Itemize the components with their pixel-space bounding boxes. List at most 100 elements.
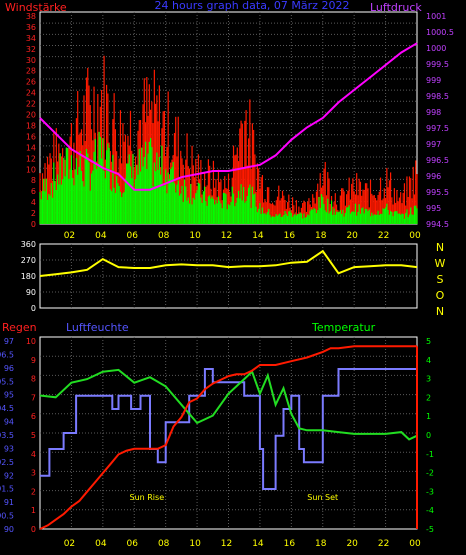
x-tick-label: 20 bbox=[346, 539, 358, 549]
direction-degree-label: 180 bbox=[21, 272, 36, 281]
x-tick-label: 06 bbox=[127, 231, 139, 241]
y-tick-label: -4 bbox=[426, 506, 434, 515]
y-tick-label: 7 bbox=[31, 393, 36, 402]
y-tick-label: 1 bbox=[426, 412, 431, 421]
y-tick-label: 1000.5 bbox=[426, 28, 454, 37]
x-tick-label: 02 bbox=[64, 539, 75, 549]
y-tick-label: 90 bbox=[4, 525, 14, 534]
wind-strength-title: Windstärke bbox=[5, 1, 67, 14]
y-tick-label: -3 bbox=[426, 487, 434, 496]
y-tick-label: 22 bbox=[26, 100, 36, 109]
y-tick-label: 997 bbox=[426, 140, 441, 149]
y-tick-label: 10 bbox=[26, 165, 36, 174]
y-tick-label: 8 bbox=[31, 176, 36, 185]
pressure-ticks: 1001 1000.5 1000 999.5 999 998.5 998 997.5 997 99… bbox=[426, 12, 454, 229]
y-tick-label: 996 bbox=[426, 172, 441, 181]
temperature-ticks: 5 4 3 2 1 0 -1 -2 -3 -4 -5 bbox=[426, 337, 434, 534]
y-tick-label: 0 bbox=[426, 431, 431, 440]
y-tick-label: 9 bbox=[31, 356, 36, 365]
y-tick-label: 34 bbox=[26, 34, 36, 43]
y-tick-label: 2 bbox=[31, 487, 36, 496]
y-tick-label: 96 bbox=[4, 364, 14, 373]
y-tick-label: 1 bbox=[31, 506, 36, 515]
y-tick-label: 2 bbox=[31, 209, 36, 218]
x-tick-label: 18 bbox=[315, 231, 327, 241]
y-tick-label: 95.5 bbox=[0, 377, 14, 386]
compass-label: S bbox=[437, 273, 444, 286]
humidity-series bbox=[40, 368, 417, 490]
wind-pressure-x-ticks: 02 04 06 08 10 12 14 16 18 20 22 00 bbox=[64, 231, 421, 241]
y-tick-label: 6 bbox=[31, 187, 36, 196]
y-tick-label: -5 bbox=[426, 525, 434, 534]
temperature-label: Temperatur bbox=[311, 321, 376, 334]
x-tick-label: 10 bbox=[189, 231, 201, 241]
y-tick-label: 12 bbox=[26, 154, 36, 163]
y-tick-label: 26 bbox=[26, 78, 36, 87]
wind-pressure-grid bbox=[40, 12, 417, 224]
y-tick-label: 0 bbox=[31, 525, 36, 534]
x-tick-label: 02 bbox=[64, 231, 75, 241]
direction-degree-label: 0 bbox=[31, 304, 36, 313]
direction-degree-label: 90 bbox=[26, 288, 36, 297]
x-tick-label: 08 bbox=[158, 231, 170, 241]
y-tick-label: 93 bbox=[4, 444, 14, 453]
y-tick-label: 2 bbox=[426, 393, 431, 402]
air-pressure-title: Luftdruck bbox=[370, 1, 422, 14]
y-tick-label: 10 bbox=[26, 337, 36, 346]
chart-title: 24 hours graph data, 07 März 2022 bbox=[155, 0, 350, 12]
y-tick-label: 998 bbox=[426, 108, 441, 117]
y-tick-label: 5 bbox=[31, 431, 36, 440]
y-tick-label: 20 bbox=[26, 111, 36, 120]
y-tick-label: 1001 bbox=[426, 12, 446, 21]
y-tick-label: 96.5 bbox=[0, 350, 14, 359]
compass-label: N bbox=[436, 305, 444, 318]
y-tick-label: 8 bbox=[31, 375, 36, 384]
y-tick-label: 90.5 bbox=[0, 512, 14, 521]
x-tick-label: 12 bbox=[221, 231, 232, 241]
y-tick-label: 4 bbox=[426, 356, 431, 365]
rain-line bbox=[39, 345, 417, 530]
humidity-ticks: 97 96.5 96 95.5 95 94.5 94 93.5 93 92.5 92 91.5 91 90… bbox=[0, 337, 14, 534]
x-tick-label: 04 bbox=[95, 231, 107, 241]
y-tick-label: 93.5 bbox=[0, 431, 14, 440]
y-tick-label: 4 bbox=[31, 198, 36, 207]
y-tick-label: 3 bbox=[426, 375, 431, 384]
sun-annotations: Sun Rise Sun Set bbox=[129, 493, 338, 502]
compass-label: W bbox=[435, 257, 446, 270]
x-tick-label: 06 bbox=[127, 539, 139, 549]
y-tick-label: 998.5 bbox=[426, 92, 449, 101]
y-tick-label: 18 bbox=[26, 121, 36, 130]
y-tick-label: 997.5 bbox=[426, 124, 449, 133]
x-tick-label: 14 bbox=[252, 539, 264, 549]
rain-humidity-temp-x-ticks: 02 04 06 08 10 12 14 16 18 20 22 00 bbox=[64, 539, 421, 549]
direction-degree-label: 270 bbox=[21, 256, 36, 265]
y-tick-label: 91.5 bbox=[0, 485, 14, 494]
y-tick-label: 999.5 bbox=[426, 60, 449, 69]
pressure-series bbox=[39, 42, 418, 191]
y-tick-label: 16 bbox=[26, 132, 36, 141]
temperature-line bbox=[39, 368, 418, 441]
wind-direction-degree-ticks: 360 270 180 90 0 bbox=[21, 240, 36, 313]
x-tick-label: 00 bbox=[409, 231, 421, 241]
y-tick-label: 28 bbox=[26, 67, 36, 76]
x-tick-label: 16 bbox=[284, 231, 296, 241]
y-tick-label: 5 bbox=[426, 337, 431, 346]
y-tick-label: 94 bbox=[4, 418, 14, 427]
y-tick-label: 24 bbox=[26, 89, 36, 98]
y-tick-label: -1 bbox=[426, 450, 434, 459]
x-tick-label: 22 bbox=[378, 231, 389, 241]
x-tick-label: 14 bbox=[252, 231, 264, 241]
y-tick-label: 14 bbox=[26, 143, 36, 152]
compass-label: O bbox=[436, 289, 445, 302]
y-tick-label: 92.5 bbox=[0, 458, 14, 467]
y-tick-label: 996.5 bbox=[426, 156, 449, 165]
y-tick-label: 995 bbox=[426, 204, 441, 213]
pressure-line bbox=[39, 42, 418, 191]
y-tick-label: 999 bbox=[426, 76, 441, 85]
x-tick-label: 00 bbox=[409, 539, 421, 549]
